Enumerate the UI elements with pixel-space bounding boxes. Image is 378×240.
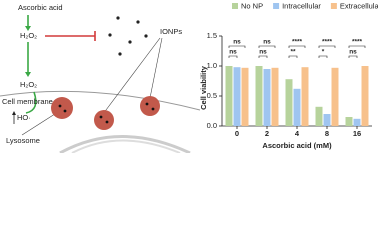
y-tick-label: 0.5	[207, 91, 217, 100]
x-tick-label: 8	[325, 129, 329, 138]
y-axis-title: Cell viability	[199, 65, 208, 110]
bar	[271, 67, 279, 126]
lysosomes	[51, 96, 160, 130]
bracket	[228, 55, 238, 58]
significance: ns	[233, 39, 241, 46]
nucleus-curve	[71, 139, 181, 153]
label: Ascorbic acid	[18, 3, 63, 12]
label: Cell membrane	[2, 97, 53, 106]
arrowhead	[25, 72, 31, 77]
bar	[301, 67, 309, 126]
bracket	[318, 55, 328, 58]
dots	[108, 16, 148, 56]
x-tick-label: 2	[265, 129, 269, 138]
bar	[331, 67, 339, 126]
label: IONPs	[160, 27, 182, 36]
legend-label: No NP	[241, 1, 263, 10]
bar	[315, 106, 323, 126]
y-tick-label: 0.0	[207, 121, 217, 130]
significance: ****	[292, 39, 303, 46]
bar	[263, 69, 271, 126]
y-tick-label: 1.5	[207, 31, 217, 40]
legend-swatch	[273, 3, 280, 9]
arrow	[25, 91, 37, 114]
significance: ns	[259, 49, 267, 56]
pointer	[99, 37, 161, 119]
significance: *	[322, 49, 325, 56]
bracket	[318, 45, 336, 48]
legend-label: Intracellular	[282, 1, 321, 10]
y-tick-label: 1.0	[207, 61, 217, 70]
label: HO·	[17, 113, 31, 122]
bracket	[258, 55, 268, 58]
significance: ****	[322, 39, 333, 46]
legend-label: Extracellular	[340, 1, 378, 10]
bar	[323, 114, 331, 126]
figure: Ascorbic acid H₂O₂ IONPs Cell membrane H…	[0, 1, 378, 153]
bar	[361, 66, 369, 126]
pointer	[21, 111, 59, 136]
label: Lysosome	[6, 136, 40, 145]
bracket	[348, 55, 358, 58]
bracket	[288, 55, 298, 58]
bracket	[288, 45, 306, 48]
x-axis-title: Ascorbic acid (mM)	[262, 141, 332, 150]
bracket	[348, 45, 366, 48]
pointer	[149, 37, 163, 99]
bar	[293, 88, 301, 126]
bar	[345, 117, 353, 126]
diagram: Ascorbic acid H₂O₂ IONPs Cell membrane H…	[0, 3, 201, 153]
bracket	[228, 45, 246, 48]
bar	[233, 67, 241, 126]
x-tick-label: 16	[353, 129, 361, 138]
x-tick-label: 4	[295, 129, 300, 138]
bar	[241, 67, 249, 126]
label: H₂O₂	[20, 80, 37, 89]
legend-swatch	[330, 3, 337, 9]
significance: ns	[349, 49, 357, 56]
x-tick-label: 0	[235, 129, 239, 138]
legend-swatch	[232, 3, 238, 9]
significance: ns	[263, 39, 271, 46]
significance: ns	[229, 49, 237, 56]
bar	[353, 118, 361, 126]
up-arrow-head	[12, 111, 16, 115]
bar	[255, 66, 263, 126]
bracket	[258, 45, 276, 48]
nucleus-curve	[59, 135, 191, 153]
significance: **	[290, 49, 296, 56]
label: H₂O₂	[20, 31, 37, 40]
arrowhead	[25, 26, 31, 31]
bar	[225, 66, 233, 126]
membrane-curve	[0, 90, 201, 111]
significance: ****	[352, 39, 363, 46]
bar	[285, 79, 293, 126]
